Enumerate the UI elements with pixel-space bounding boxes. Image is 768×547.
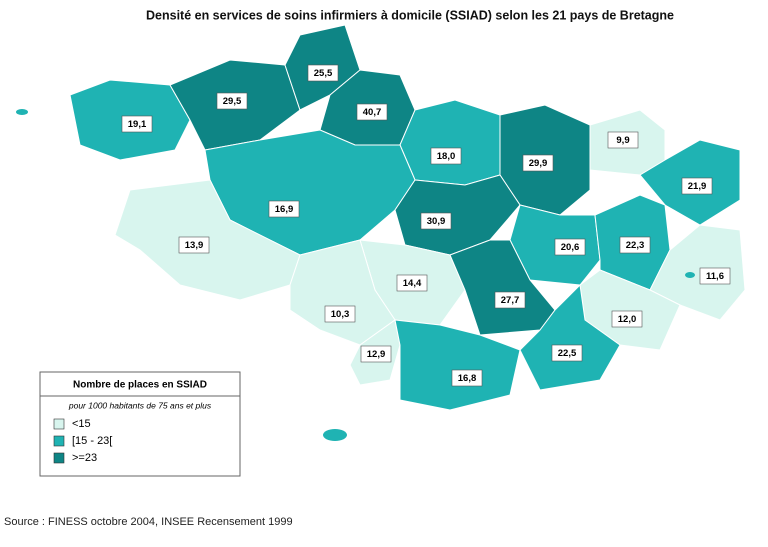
region-label: 14,4: [403, 278, 422, 289]
region-label: 19,1: [128, 119, 147, 130]
region: [399, 99, 501, 186]
region-labels: 19,1 29,5 25,5 40,7 18,0 29,9 9,9 21,9 16,9 30,9 2…: [121, 64, 731, 387]
region: [519, 283, 621, 391]
label-box: [216, 92, 248, 110]
label-box: [356, 103, 388, 121]
label-box: [522, 154, 554, 172]
legend-swatch: [53, 452, 65, 464]
label-box: [619, 236, 651, 254]
island: [16, 109, 28, 115]
legend-swatch: [53, 435, 65, 447]
label-box: [324, 305, 356, 323]
legend-label: <15: [72, 418, 91, 430]
label-box: [430, 147, 462, 165]
region-label: 20,6: [561, 242, 580, 253]
region-label: 40,7: [363, 107, 382, 118]
region-label: 25,5: [314, 68, 333, 79]
region-label: 22,3: [626, 240, 645, 251]
region-label: 9,9: [616, 135, 629, 146]
label-box: [451, 369, 483, 387]
label-box: [607, 131, 639, 149]
island: [685, 272, 695, 278]
region-label: 29,5: [223, 96, 242, 107]
label-box: [551, 344, 583, 362]
region-label: 27,7: [501, 295, 520, 306]
region-label: 18,0: [437, 151, 456, 162]
label-box: [611, 310, 643, 328]
region: [394, 319, 521, 411]
label-box: [360, 345, 392, 363]
label-box: [121, 115, 153, 133]
legend-items: <15 [15 - 23[ >=23: [53, 418, 112, 464]
region-label: 21,9: [688, 181, 707, 192]
region-label: 30,9: [427, 216, 446, 227]
legend-title: Nombre de places en SSIAD: [73, 380, 207, 391]
region-label: 16,9: [275, 204, 294, 215]
label-box: [554, 238, 586, 256]
regions: [69, 24, 746, 411]
label-box: [681, 177, 713, 195]
label-box: [307, 64, 339, 82]
region-label: 13,9: [185, 240, 204, 251]
region-label: 10,3: [331, 309, 350, 320]
island: [323, 429, 347, 441]
region-label: 22,5: [558, 348, 577, 359]
legend-swatch: [53, 418, 65, 430]
label-box: [268, 200, 300, 218]
region-label: 29,9: [529, 158, 548, 169]
legend-subtitle: pour 1000 habitants de 75 ans et plus: [68, 400, 212, 410]
region-label: 12,9: [367, 349, 386, 360]
map-title: Densité en services de soins infirmiers …: [146, 8, 674, 22]
legend-label: >=23: [72, 452, 97, 464]
label-box: [396, 274, 428, 292]
legend-box: [39, 371, 241, 477]
region-label: 11,6: [706, 271, 724, 282]
region-label: 16,8: [458, 373, 477, 384]
label-box: [699, 267, 731, 285]
label-box: [178, 236, 210, 254]
region-label: 12,0: [618, 314, 637, 325]
label-box: [494, 291, 526, 309]
label-box: [420, 212, 452, 230]
source: Source : FINESS octobre 2004, INSEE Rece…: [4, 516, 293, 528]
legend-label: [15 - 23[: [72, 435, 112, 447]
